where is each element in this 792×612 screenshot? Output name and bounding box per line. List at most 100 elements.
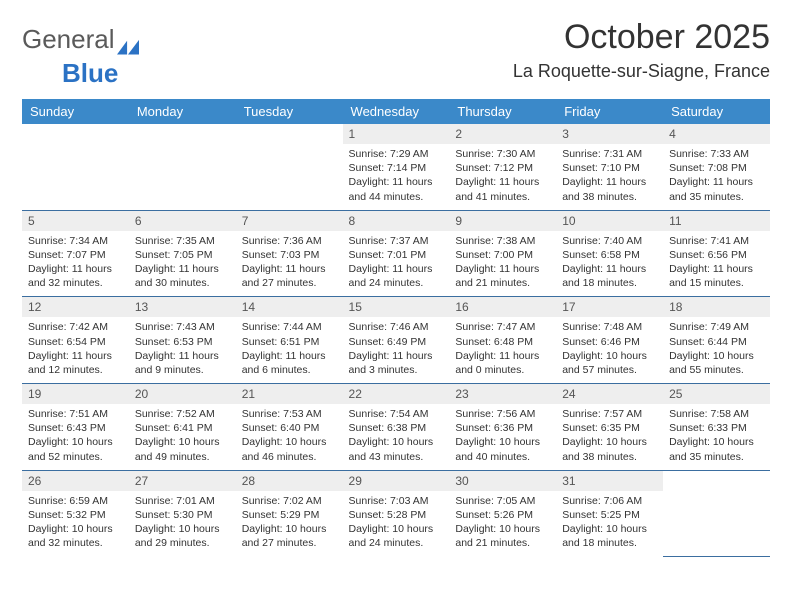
weekday-header: Tuesday (236, 99, 343, 124)
brand-logo: General (22, 24, 139, 55)
day-cell: 27 Sunrise: 7:01 AMSunset: 5:30 PMDayligh… (129, 470, 236, 556)
day-cell: 23Sunrise: 7:56 AMSunset: 6:36 PMDayligh… (449, 384, 556, 471)
day-info: Sunrise: 7:35 AMSunset: 7:05 PMDaylight:… (135, 234, 230, 291)
day-number: 2 (449, 124, 556, 144)
calendar-row: 19 Sunrise: 7:51 AMSunset: 6:43 PMDayligh… (22, 384, 770, 471)
day-cell: 31 Sunrise: 7:06 AMSunset: 5:25 PMDayligh… (556, 470, 663, 556)
day-cell: 24 Sunrise: 7:57 AMSunset: 6:35 PMDayligh… (556, 384, 663, 471)
day-info: Sunrise: 7:05 AMSunset: 5:26 PMDaylight:… (455, 494, 550, 551)
day-info: Sunrise: 7:49 AMSunset: 6:44 PMDaylight:… (669, 320, 764, 377)
day-number: 30 (449, 471, 556, 491)
day-cell: 3 Sunrise: 7:31 AMSunset: 7:10 PMDaylight… (556, 124, 663, 210)
day-cell: 26Sunrise: 6:59 AMSunset: 5:32 PMDayligh… (22, 470, 129, 556)
day-number: 3 (556, 124, 663, 144)
day-cell: 5 Sunrise: 7:34 AMSunset: 7:07 PMDaylight… (22, 210, 129, 297)
calendar-body: 1 Sunrise: 7:29 AMSunset: 7:14 PMDaylight… (22, 124, 770, 556)
day-cell: 16Sunrise: 7:47 AMSunset: 6:48 PMDayligh… (449, 297, 556, 384)
day-cell: 9Sunrise: 7:38 AMSunset: 7:00 PMDaylight… (449, 210, 556, 297)
title-block: October 2025 La Roquette-sur-Siagne, Fra… (513, 18, 770, 82)
day-info: Sunrise: 7:01 AMSunset: 5:30 PMDaylight:… (135, 494, 230, 551)
day-info: Sunrise: 7:44 AMSunset: 6:51 PMDaylight:… (242, 320, 337, 377)
day-info: Sunrise: 7:51 AMSunset: 6:43 PMDaylight:… (28, 407, 123, 464)
weekday-header: Thursday (449, 99, 556, 124)
day-info: Sunrise: 7:41 AMSunset: 6:56 PMDaylight:… (669, 234, 764, 291)
day-number: 18 (663, 297, 770, 317)
day-cell: 13Sunrise: 7:43 AMSunset: 6:53 PMDayligh… (129, 297, 236, 384)
day-info: Sunrise: 7:33 AMSunset: 7:08 PMDaylight:… (669, 147, 764, 204)
day-info: Sunrise: 7:03 AMSunset: 5:28 PMDaylight:… (349, 494, 444, 551)
day-number: 12 (22, 297, 129, 317)
day-info: Sunrise: 7:48 AMSunset: 6:46 PMDaylight:… (562, 320, 657, 377)
day-info: Sunrise: 7:40 AMSunset: 6:58 PMDaylight:… (562, 234, 657, 291)
day-cell: 8 Sunrise: 7:37 AMSunset: 7:01 PMDaylight… (343, 210, 450, 297)
day-number: 31 (556, 471, 663, 491)
weekday-header: Monday (129, 99, 236, 124)
day-info: Sunrise: 7:37 AMSunset: 7:01 PMDaylight:… (349, 234, 444, 291)
day-number: 24 (556, 384, 663, 404)
weekday-header: Saturday (663, 99, 770, 124)
day-cell: 30 Sunrise: 7:05 AMSunset: 5:26 PMDayligh… (449, 470, 556, 556)
day-cell: 22 Sunrise: 7:54 AMSunset: 6:38 PMDayligh… (343, 384, 450, 471)
day-info: Sunrise: 6:59 AMSunset: 5:32 PMDaylight:… (28, 494, 123, 551)
day-info: Sunrise: 7:36 AMSunset: 7:03 PMDaylight:… (242, 234, 337, 291)
day-number: 29 (343, 471, 450, 491)
empty-cell (236, 124, 343, 210)
calendar-row: 12 Sunrise: 7:42 AMSunset: 6:54 PMDayligh… (22, 297, 770, 384)
day-cell: 17 Sunrise: 7:48 AMSunset: 6:46 PMDayligh… (556, 297, 663, 384)
day-number: 8 (343, 211, 450, 231)
day-number: 15 (343, 297, 450, 317)
brand-part1: General (22, 24, 115, 55)
day-cell: 2 Sunrise: 7:30 AMSunset: 7:12 PMDaylight… (449, 124, 556, 210)
day-number: 28 (236, 471, 343, 491)
calendar-row: 26Sunrise: 6:59 AMSunset: 5:32 PMDayligh… (22, 470, 770, 556)
day-number: 22 (343, 384, 450, 404)
day-number: 4 (663, 124, 770, 144)
day-number: 14 (236, 297, 343, 317)
day-cell: 1 Sunrise: 7:29 AMSunset: 7:14 PMDaylight… (343, 124, 450, 210)
day-cell: 20 Sunrise: 7:52 AMSunset: 6:41 PMDayligh… (129, 384, 236, 471)
day-number: 19 (22, 384, 129, 404)
weekday-header: Sunday (22, 99, 129, 124)
empty-cell (663, 470, 770, 556)
empty-cell (129, 124, 236, 210)
day-info: Sunrise: 7:54 AMSunset: 6:38 PMDaylight:… (349, 407, 444, 464)
day-info: Sunrise: 7:30 AMSunset: 7:12 PMDaylight:… (455, 147, 550, 204)
day-number: 5 (22, 211, 129, 231)
brand-part2: Blue (62, 58, 118, 89)
weekday-header-row: SundayMondayTuesdayWednesdayThursdayFrid… (22, 99, 770, 124)
day-cell: 18 Sunrise: 7:49 AMSunset: 6:44 PMDayligh… (663, 297, 770, 384)
month-title: October 2025 (513, 18, 770, 57)
day-number: 11 (663, 211, 770, 231)
day-info: Sunrise: 7:02 AMSunset: 5:29 PMDaylight:… (242, 494, 337, 551)
day-cell: 19 Sunrise: 7:51 AMSunset: 6:43 PMDayligh… (22, 384, 129, 471)
day-info: Sunrise: 7:06 AMSunset: 5:25 PMDaylight:… (562, 494, 657, 551)
day-number: 27 (129, 471, 236, 491)
day-cell: 10 Sunrise: 7:40 AMSunset: 6:58 PMDayligh… (556, 210, 663, 297)
day-cell: 25 Sunrise: 7:58 AMSunset: 6:33 PMDayligh… (663, 384, 770, 471)
day-cell: 7 Sunrise: 7:36 AMSunset: 7:03 PMDaylight… (236, 210, 343, 297)
weekday-header: Wednesday (343, 99, 450, 124)
day-info: Sunrise: 7:29 AMSunset: 7:14 PMDaylight:… (349, 147, 444, 204)
day-number: 1 (343, 124, 450, 144)
day-info: Sunrise: 7:52 AMSunset: 6:41 PMDaylight:… (135, 407, 230, 464)
day-number: 17 (556, 297, 663, 317)
calendar-table: SundayMondayTuesdayWednesdayThursdayFrid… (22, 99, 770, 557)
day-info: Sunrise: 7:43 AMSunset: 6:53 PMDaylight:… (135, 320, 230, 377)
day-cell: 28 Sunrise: 7:02 AMSunset: 5:29 PMDayligh… (236, 470, 343, 556)
day-cell: 12 Sunrise: 7:42 AMSunset: 6:54 PMDayligh… (22, 297, 129, 384)
day-number: 6 (129, 211, 236, 231)
day-number: 20 (129, 384, 236, 404)
day-number: 10 (556, 211, 663, 231)
day-info: Sunrise: 7:58 AMSunset: 6:33 PMDaylight:… (669, 407, 764, 464)
day-info: Sunrise: 7:34 AMSunset: 7:07 PMDaylight:… (28, 234, 123, 291)
day-number: 16 (449, 297, 556, 317)
day-info: Sunrise: 7:31 AMSunset: 7:10 PMDaylight:… (562, 147, 657, 204)
day-info: Sunrise: 7:42 AMSunset: 6:54 PMDaylight:… (28, 320, 123, 377)
day-number: 9 (449, 211, 556, 231)
day-cell: 11 Sunrise: 7:41 AMSunset: 6:56 PMDayligh… (663, 210, 770, 297)
day-number: 7 (236, 211, 343, 231)
day-info: Sunrise: 7:57 AMSunset: 6:35 PMDaylight:… (562, 407, 657, 464)
day-number: 21 (236, 384, 343, 404)
day-info: Sunrise: 7:53 AMSunset: 6:40 PMDaylight:… (242, 407, 337, 464)
day-number: 25 (663, 384, 770, 404)
